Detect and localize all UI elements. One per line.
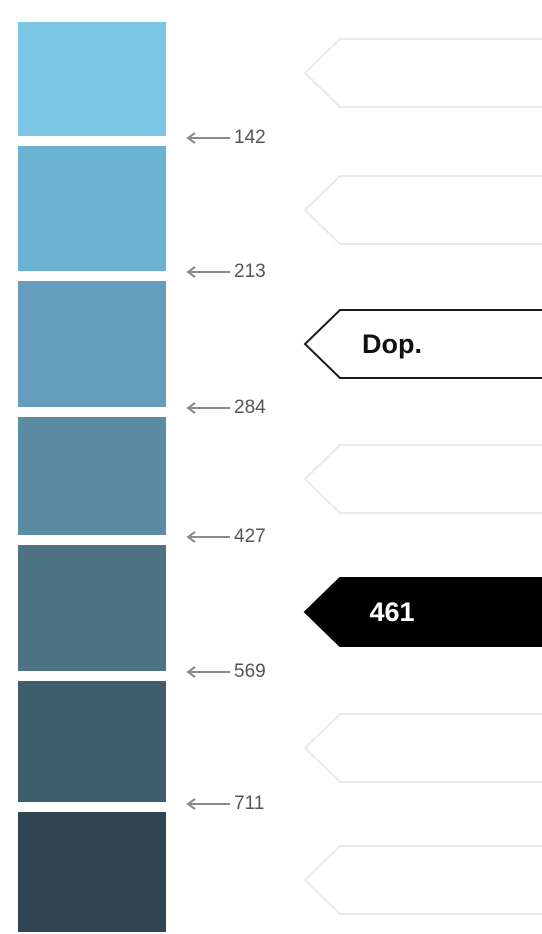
left-arrow-icon bbox=[186, 798, 230, 810]
tag-shape bbox=[303, 38, 542, 108]
boundary-value: 142 bbox=[234, 127, 266, 148]
tag-shape bbox=[303, 713, 542, 783]
level-tag-2 bbox=[302, 175, 542, 245]
level-tag-7 bbox=[302, 845, 542, 915]
scale-band-7 bbox=[18, 812, 166, 932]
tag-label bbox=[302, 175, 482, 245]
tag-label: 461 bbox=[369, 597, 415, 627]
scale-band-4 bbox=[18, 417, 166, 535]
boundary-value: 711 bbox=[234, 793, 265, 814]
tag-shape bbox=[303, 845, 542, 915]
left-arrow-icon bbox=[186, 132, 230, 144]
scale-band-1 bbox=[18, 22, 166, 136]
tag-shape bbox=[303, 175, 542, 245]
tag-shape bbox=[303, 577, 542, 647]
left-arrow-icon bbox=[186, 266, 230, 278]
left-arrow-icon bbox=[186, 531, 230, 543]
scale-band-5 bbox=[18, 545, 166, 671]
boundary-value: 569 bbox=[234, 661, 266, 682]
level-tag-3: Dop. bbox=[302, 309, 542, 379]
left-arrow-icon bbox=[186, 666, 230, 678]
boundary-value: 284 bbox=[234, 397, 266, 418]
tag-label bbox=[302, 38, 482, 108]
boundary-marker-6: 711 bbox=[186, 794, 264, 814]
boundary-value: 213 bbox=[234, 261, 266, 282]
tag-label bbox=[302, 444, 482, 514]
boundary-value: 427 bbox=[234, 526, 266, 547]
left-arrow-icon bbox=[186, 402, 230, 414]
tag-shape bbox=[303, 444, 542, 514]
boundary-marker-1: 142 bbox=[186, 128, 266, 148]
scale-band-3 bbox=[18, 281, 166, 407]
boundary-marker-4: 427 bbox=[186, 527, 266, 547]
tag-label bbox=[302, 845, 482, 915]
level-tag-4 bbox=[302, 444, 542, 514]
tag-label: Dop. bbox=[362, 329, 422, 359]
level-tag-5: 461 bbox=[302, 577, 542, 647]
boundary-marker-2: 213 bbox=[186, 262, 266, 282]
level-tag-6 bbox=[302, 713, 542, 783]
boundary-marker-5: 569 bbox=[186, 662, 266, 682]
tag-shape bbox=[303, 309, 542, 379]
boundary-marker-3: 284 bbox=[186, 398, 266, 418]
scale-band-6 bbox=[18, 681, 166, 802]
level-tag-1 bbox=[302, 38, 542, 108]
tag-label bbox=[302, 713, 482, 783]
scale-band-2 bbox=[18, 146, 166, 271]
